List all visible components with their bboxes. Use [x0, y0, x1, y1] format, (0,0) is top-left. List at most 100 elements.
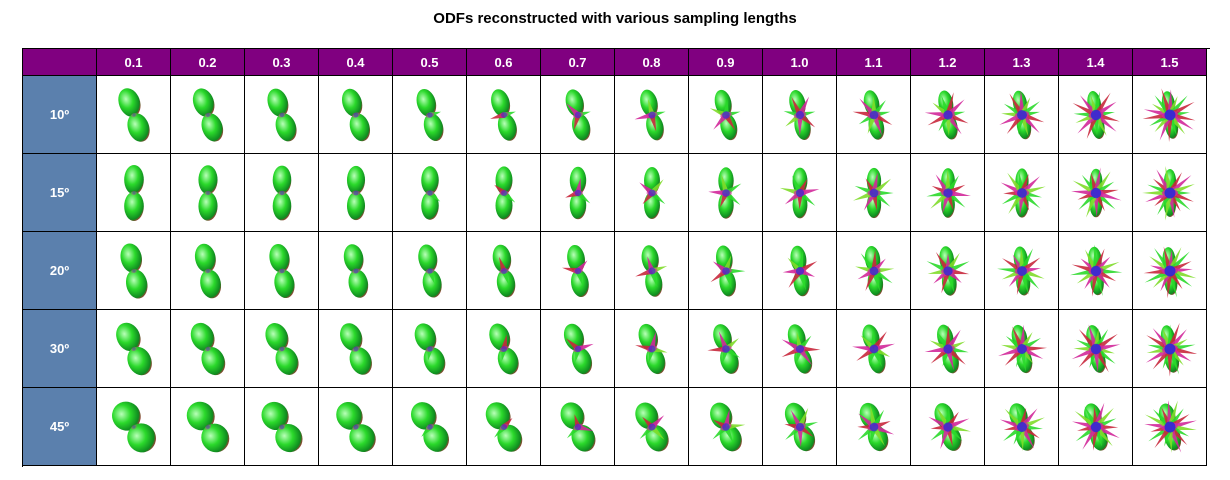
odf-cell	[171, 154, 245, 232]
odf-glyph	[634, 323, 667, 374]
odf-glyph	[561, 244, 589, 297]
odf-glyph	[634, 402, 669, 451]
odf-glyph	[924, 89, 968, 140]
odf-cell	[245, 154, 319, 232]
figure-title: ODFs reconstructed with various sampling…	[433, 10, 797, 27]
odf-glyph	[565, 88, 591, 141]
odf-glyph	[420, 165, 440, 220]
odf-glyph	[996, 246, 1045, 295]
odf-glyph	[117, 87, 150, 142]
odf-glyph	[488, 323, 519, 374]
odf-cell	[837, 388, 911, 466]
odf-cell	[97, 310, 171, 388]
odf-cell	[541, 76, 615, 154]
odf-glyph	[781, 323, 821, 374]
odf-cell	[911, 76, 985, 154]
odf-cell	[1133, 388, 1207, 466]
odf-cell	[615, 310, 689, 388]
odf-glyph	[927, 402, 971, 451]
odf-glyph	[493, 165, 515, 220]
odf-glyph	[1142, 87, 1195, 142]
corner-cell	[23, 49, 97, 76]
odf-cell	[541, 232, 615, 310]
odf-cell	[541, 388, 615, 466]
row-header: 30º	[23, 310, 97, 388]
odf-glyph	[339, 322, 372, 375]
odf-cell	[171, 310, 245, 388]
odf-glyph	[119, 242, 148, 299]
odf-cell	[1059, 232, 1133, 310]
odf-cell	[911, 154, 985, 232]
odf-cell	[171, 232, 245, 310]
row-header: 20º	[23, 232, 97, 310]
odf-cell	[467, 388, 541, 466]
odf-glyph	[492, 244, 515, 297]
odf-glyph	[414, 322, 445, 375]
odf-glyph	[410, 401, 449, 452]
odf-glyph	[856, 402, 894, 451]
column-header: 0.4	[319, 49, 393, 76]
odf-cell	[393, 76, 467, 154]
odf-cell	[393, 154, 467, 232]
odf-glyph	[925, 167, 971, 218]
column-header: 0.8	[615, 49, 689, 76]
odf-glyph	[560, 401, 595, 452]
odf-glyph	[924, 324, 969, 373]
column-header: 0.9	[689, 49, 763, 76]
odf-cell	[319, 310, 393, 388]
odf-cell	[467, 76, 541, 154]
odf-glyph	[709, 402, 745, 451]
row-header: 15º	[23, 154, 97, 232]
odf-glyph	[123, 164, 144, 221]
odf-glyph	[1141, 165, 1195, 221]
column-header: 0.3	[245, 49, 319, 76]
odf-cell	[689, 154, 763, 232]
odf-glyph	[1145, 322, 1198, 377]
odf-cell	[763, 310, 837, 388]
odf-glyph	[999, 402, 1045, 451]
odf-glyph	[1072, 90, 1120, 139]
odf-cell	[97, 388, 171, 466]
odf-cell	[97, 76, 171, 154]
column-header: 1.3	[985, 49, 1059, 76]
odf-cell	[837, 154, 911, 232]
odf-cell	[1133, 310, 1207, 388]
odf-cell	[763, 154, 837, 232]
odf-cell	[763, 232, 837, 310]
odf-glyph	[111, 401, 156, 452]
odf-glyph	[272, 165, 291, 220]
odf-cell	[911, 232, 985, 310]
odf-glyph	[1071, 323, 1120, 373]
odf-cell	[319, 388, 393, 466]
column-header: 1.1	[837, 49, 911, 76]
odf-glyph	[260, 401, 303, 452]
odf-glyph	[634, 89, 666, 140]
odf-glyph	[194, 243, 221, 298]
odf-glyph	[638, 166, 665, 219]
odf-cell	[1133, 154, 1207, 232]
odf-cell	[985, 154, 1059, 232]
odf-cell	[171, 388, 245, 466]
odf-cell	[467, 310, 541, 388]
odf-cell	[97, 232, 171, 310]
odf-glyph	[709, 89, 740, 140]
odf-cell	[245, 232, 319, 310]
odf-glyph	[489, 88, 517, 141]
odf-cell	[245, 76, 319, 154]
column-header: 1.4	[1059, 49, 1133, 76]
odf-cell	[97, 154, 171, 232]
odf-glyph	[783, 89, 815, 140]
odf-cell	[615, 388, 689, 466]
odf-glyph	[341, 88, 370, 141]
odf-table: 0.1 0.2 0.3 0.4 0.5 0.6 0.7 0.8 0.9 1.0 1.1 1.2 1.3 1…	[22, 48, 1210, 467]
column-header: 0.1	[97, 49, 171, 76]
odf-cell	[1059, 76, 1133, 154]
odf-cell	[467, 154, 541, 232]
odf-glyph	[343, 243, 368, 298]
odf-glyph	[192, 87, 223, 142]
odf-glyph	[1071, 402, 1120, 451]
odf-cell	[911, 310, 985, 388]
odf-glyph	[417, 243, 442, 298]
odf-cell	[837, 76, 911, 154]
odf-cell	[1059, 154, 1133, 232]
